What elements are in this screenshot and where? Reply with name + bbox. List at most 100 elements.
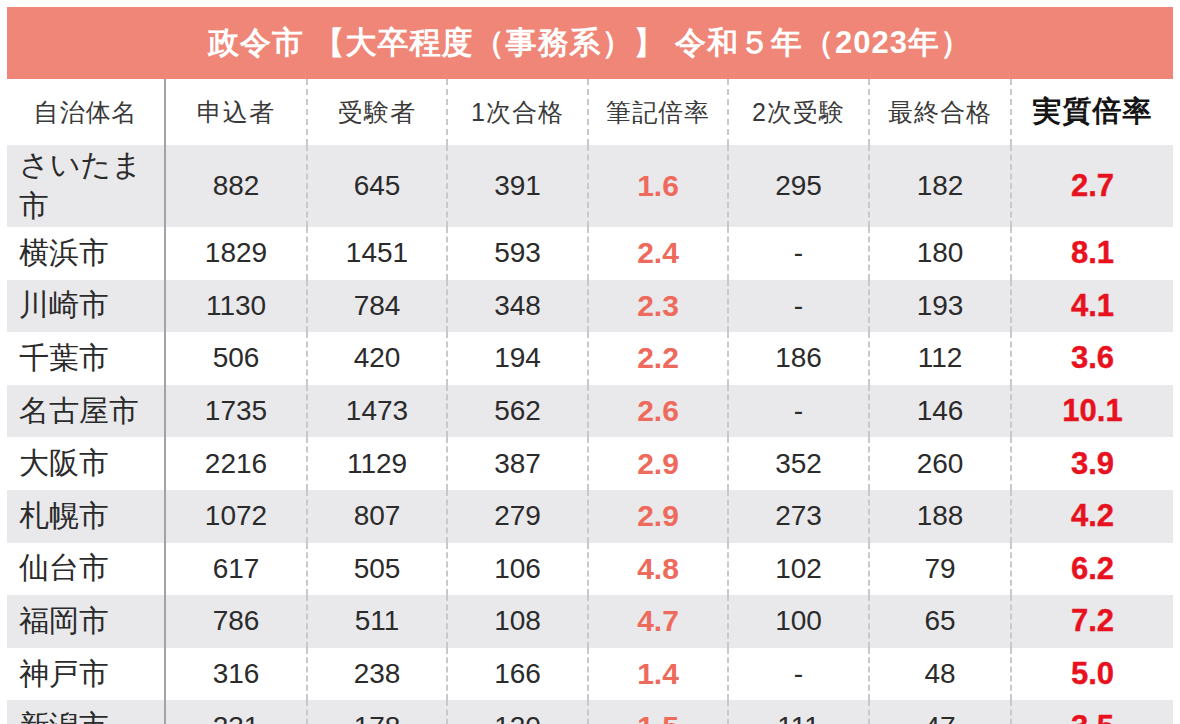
cell-actual-ratio: 10.1: [1011, 385, 1173, 438]
table-row: 千葉市 506 420 194 2.2 186 112 3.6: [7, 332, 1173, 385]
cell-second-exam: -: [728, 227, 869, 280]
cell-city: 仙台市: [7, 543, 165, 596]
cell-first-pass: 120: [447, 700, 588, 724]
cell-written-ratio: 4.7: [588, 595, 728, 648]
cell-first-pass: 106: [447, 543, 588, 596]
cell-applicants: 617: [165, 543, 307, 596]
cell-city: 札幌市: [7, 490, 165, 543]
cell-second-exam: 100: [728, 595, 869, 648]
cell-examinees: 645: [307, 145, 447, 227]
exam-results-table: 自治体名 申込者 受験者 1次合格 筆記倍率 2次受験 最終合格 実質倍率 さい…: [7, 79, 1173, 724]
col-header-first-pass: 1次合格: [447, 79, 588, 145]
col-header-examinees: 受験者: [307, 79, 447, 145]
cell-written-ratio: 1.6: [588, 145, 728, 227]
table-row: 仙台市 617 505 106 4.8 102 79 6.2: [7, 543, 1173, 596]
cell-final-pass: 48: [869, 648, 1011, 701]
cell-city: 名古屋市: [7, 385, 165, 438]
cell-city: 千葉市: [7, 332, 165, 385]
cell-actual-ratio: 5.0: [1011, 648, 1173, 701]
table-row: 福岡市 786 511 108 4.7 100 65 7.2: [7, 595, 1173, 648]
cell-second-exam: 102: [728, 543, 869, 596]
table-row: 札幌市 1072 807 279 2.9 273 188 4.2: [7, 490, 1173, 543]
cell-city: 福岡市: [7, 595, 165, 648]
cell-applicants: 1072: [165, 490, 307, 543]
cell-applicants: 786: [165, 595, 307, 648]
cell-final-pass: 146: [869, 385, 1011, 438]
cell-second-exam: -: [728, 648, 869, 701]
cell-second-exam: -: [728, 280, 869, 333]
cell-final-pass: 182: [869, 145, 1011, 227]
cell-final-pass: 180: [869, 227, 1011, 280]
table-row: 神戸市 316 238 166 1.4 - 48 5.0: [7, 648, 1173, 701]
cell-written-ratio: 1.5: [588, 700, 728, 724]
cell-examinees: 178: [307, 700, 447, 724]
cell-first-pass: 593: [447, 227, 588, 280]
cell-final-pass: 112: [869, 332, 1011, 385]
cell-city: さいたま市: [7, 145, 165, 227]
header-row: 自治体名 申込者 受験者 1次合格 筆記倍率 2次受験 最終合格 実質倍率: [7, 79, 1173, 145]
col-header-written-ratio: 筆記倍率: [588, 79, 728, 145]
cell-applicants: 1130: [165, 280, 307, 333]
cell-actual-ratio: 8.1: [1011, 227, 1173, 280]
cell-examinees: 505: [307, 543, 447, 596]
cell-actual-ratio: 3.6: [1011, 332, 1173, 385]
col-header-actual-ratio: 実質倍率: [1011, 79, 1173, 145]
col-header-final-pass: 最終合格: [869, 79, 1011, 145]
cell-written-ratio: 4.8: [588, 543, 728, 596]
cell-applicants: 316: [165, 648, 307, 701]
cell-city: 川崎市: [7, 280, 165, 333]
cell-written-ratio: 2.3: [588, 280, 728, 333]
cell-examinees: 1451: [307, 227, 447, 280]
table-row: 大阪市 2216 1129 387 2.9 352 260 3.9: [7, 437, 1173, 490]
cell-second-exam: 273: [728, 490, 869, 543]
cell-first-pass: 562: [447, 385, 588, 438]
cell-first-pass: 166: [447, 648, 588, 701]
cell-first-pass: 348: [447, 280, 588, 333]
cell-final-pass: 193: [869, 280, 1011, 333]
page-title: 政令市 【大卒程度（事務系）】 令和５年（2023年）: [208, 22, 972, 64]
cell-first-pass: 387: [447, 437, 588, 490]
table-row: 川崎市 1130 784 348 2.3 - 193 4.1: [7, 280, 1173, 333]
cell-written-ratio: 2.9: [588, 490, 728, 543]
col-header-city: 自治体名: [7, 79, 165, 145]
table-row: 横浜市 1829 1451 593 2.4 - 180 8.1: [7, 227, 1173, 280]
cell-city: 神戸市: [7, 648, 165, 701]
cell-final-pass: 188: [869, 490, 1011, 543]
cell-actual-ratio: 3.5: [1011, 700, 1173, 724]
cell-applicants: 882: [165, 145, 307, 227]
page: 政令市 【大卒程度（事務系）】 令和５年（2023年） 自治体名 申込者 受験者…: [0, 0, 1180, 724]
cell-applicants: 2216: [165, 437, 307, 490]
cell-first-pass: 391: [447, 145, 588, 227]
cell-actual-ratio: 6.2: [1011, 543, 1173, 596]
cell-actual-ratio: 4.1: [1011, 280, 1173, 333]
cell-city: 大阪市: [7, 437, 165, 490]
table-row: 名古屋市 1735 1473 562 2.6 - 146 10.1: [7, 385, 1173, 438]
cell-second-exam: 295: [728, 145, 869, 227]
cell-final-pass: 47: [869, 700, 1011, 724]
title-banner: 政令市 【大卒程度（事務系）】 令和５年（2023年）: [7, 7, 1173, 79]
cell-examinees: 807: [307, 490, 447, 543]
cell-second-exam: 111: [728, 700, 869, 724]
cell-final-pass: 65: [869, 595, 1011, 648]
cell-examinees: 1473: [307, 385, 447, 438]
cell-examinees: 238: [307, 648, 447, 701]
cell-examinees: 784: [307, 280, 447, 333]
cell-first-pass: 108: [447, 595, 588, 648]
cell-written-ratio: 2.6: [588, 385, 728, 438]
cell-actual-ratio: 7.2: [1011, 595, 1173, 648]
cell-written-ratio: 2.2: [588, 332, 728, 385]
cell-actual-ratio: 3.9: [1011, 437, 1173, 490]
cell-first-pass: 194: [447, 332, 588, 385]
cell-examinees: 511: [307, 595, 447, 648]
cell-city: 横浜市: [7, 227, 165, 280]
col-header-second-exam: 2次受験: [728, 79, 869, 145]
cell-applicants: 1735: [165, 385, 307, 438]
cell-written-ratio: 2.9: [588, 437, 728, 490]
cell-written-ratio: 1.4: [588, 648, 728, 701]
cell-city: 新潟市: [7, 700, 165, 724]
cell-first-pass: 279: [447, 490, 588, 543]
col-header-applicants: 申込者: [165, 79, 307, 145]
cell-final-pass: 79: [869, 543, 1011, 596]
cell-second-exam: 186: [728, 332, 869, 385]
cell-applicants: 506: [165, 332, 307, 385]
